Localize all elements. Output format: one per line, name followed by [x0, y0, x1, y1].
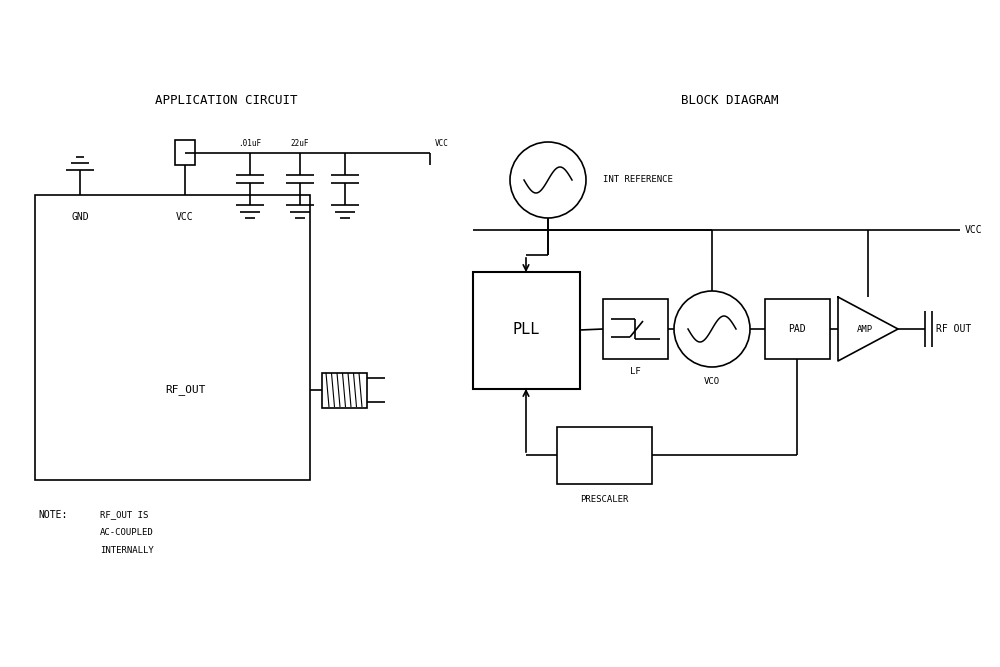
Bar: [35, 195, 310, 480]
Bar: [175, 140, 195, 165]
Text: RF_OUT: RF_OUT: [165, 385, 205, 396]
Bar: [765, 299, 830, 359]
Text: BLOCK DIAGRAM: BLOCK DIAGRAM: [681, 93, 779, 107]
Text: VCC: VCC: [965, 225, 983, 235]
Text: RF OUT: RF OUT: [936, 324, 971, 334]
Bar: [473, 272, 580, 389]
Text: RF_OUT IS: RF_OUT IS: [100, 510, 148, 519]
Text: NOTE:: NOTE:: [38, 510, 67, 520]
Text: AMP: AMP: [857, 325, 873, 334]
Text: INTERNALLY: INTERNALLY: [100, 546, 154, 555]
Text: VCC: VCC: [176, 212, 194, 222]
Text: LF: LF: [630, 366, 640, 376]
Text: INT REFERENCE: INT REFERENCE: [603, 175, 673, 185]
Text: APPLICATION CIRCUIT: APPLICATION CIRCUIT: [155, 93, 298, 107]
Bar: [557, 427, 652, 484]
Text: AC-COUPLED: AC-COUPLED: [100, 528, 154, 537]
Text: 22uF: 22uF: [291, 139, 309, 147]
Text: VCO: VCO: [704, 376, 720, 386]
Bar: [603, 299, 668, 359]
Text: PLL: PLL: [512, 323, 540, 338]
Text: PRESCALER: PRESCALER: [580, 494, 628, 504]
Text: .01uF: .01uF: [238, 139, 262, 147]
Text: GND: GND: [71, 212, 89, 222]
Text: VCC: VCC: [435, 139, 449, 148]
Bar: [322, 373, 367, 408]
Text: PAD: PAD: [788, 324, 806, 334]
